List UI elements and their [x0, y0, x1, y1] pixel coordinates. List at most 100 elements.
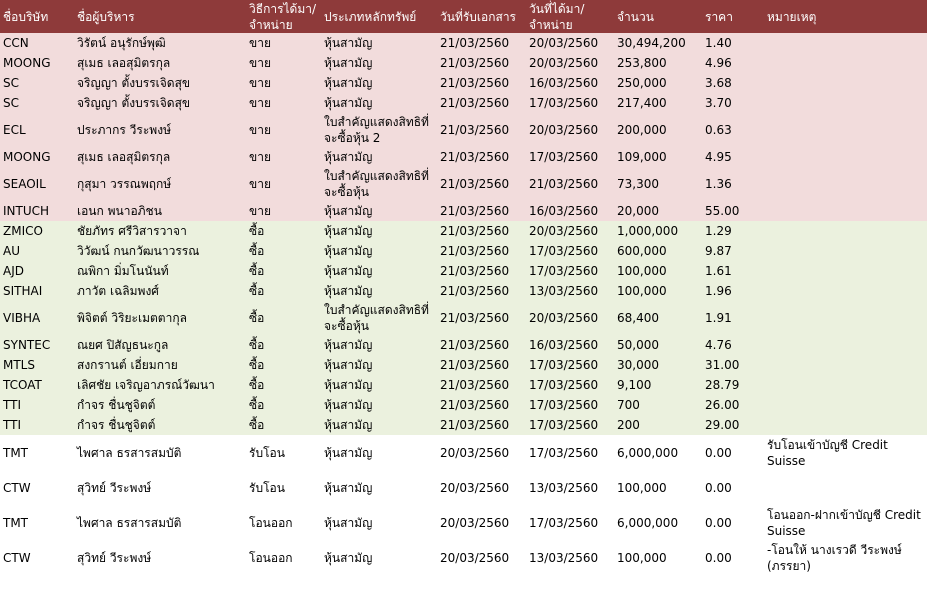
cell-received-date: 21/03/2560 — [437, 147, 526, 167]
cell-remark — [764, 167, 927, 201]
table-row: ZMICO ชัยภัทร ศรีวิสารวาจา ซื้อ หุ้นสามัญ 21… — [0, 221, 927, 241]
cell-method: ขาย — [246, 201, 321, 221]
table-row: TCOAT เลิศชัย เจริญอาภรณ์วัฒนา ซื้อ หุ้นสาม… — [0, 375, 927, 395]
cell-security-type: ใบสำคัญแสดงสิทธิที่จะซื้อหุ้น — [321, 167, 437, 201]
cell-remark — [764, 355, 927, 375]
cell-remark — [764, 261, 927, 281]
cell-method: ขาย — [246, 167, 321, 201]
cell-received-date: 21/03/2560 — [437, 241, 526, 261]
cell-remark — [764, 113, 927, 147]
cell-remark — [764, 33, 927, 53]
cell-method: ขาย — [246, 147, 321, 167]
cell-company: SC — [0, 73, 74, 93]
cell-method: ซื้อ — [246, 375, 321, 395]
cell-security-type: ใบสำคัญแสดงสิทธิที่จะซื้อหุ้น 2 — [321, 113, 437, 147]
cell-transaction-date: 17/03/2560 — [526, 261, 614, 281]
cell-amount: 9,100 — [614, 375, 702, 395]
cell-price: 55.00 — [702, 201, 764, 221]
cell-remark — [764, 301, 927, 335]
cell-company: CTW — [0, 470, 74, 505]
table-row: CTW สุวิทย์ วีระพงษ์ รับโอน หุ้นสามัญ 20/03/… — [0, 470, 927, 505]
header-transaction-date: วันที่ได้มา/ จำหน่าย — [526, 0, 614, 33]
cell-amount: 73,300 — [614, 167, 702, 201]
cell-price: 9.87 — [702, 241, 764, 261]
cell-method: ซื้อ — [246, 355, 321, 375]
table-row: MOONG สุเมธ เลอสุมิตรกุล ขาย หุ้นสามัญ 21/03… — [0, 147, 927, 167]
cell-transaction-date: 16/03/2560 — [526, 335, 614, 355]
cell-method: ซื้อ — [246, 335, 321, 355]
cell-company: AJD — [0, 261, 74, 281]
cell-transaction-date: 17/03/2560 — [526, 147, 614, 167]
cell-remark — [764, 415, 927, 435]
cell-security-type: หุ้นสามัญ — [321, 241, 437, 261]
cell-transaction-date: 20/03/2560 — [526, 301, 614, 335]
cell-transaction-date: 21/03/2560 — [526, 167, 614, 201]
cell-amount: 30,000 — [614, 355, 702, 375]
header-security-type: ประเภทหลักทรัพย์ — [321, 0, 437, 33]
cell-executive: สุเมธ เลอสุมิตรกุล — [74, 147, 246, 167]
cell-company: CCN — [0, 33, 74, 53]
cell-method: โอนออก — [246, 540, 321, 575]
cell-remark — [764, 147, 927, 167]
cell-price: 1.40 — [702, 33, 764, 53]
cell-received-date: 21/03/2560 — [437, 261, 526, 281]
cell-price: 28.79 — [702, 375, 764, 395]
cell-transaction-date: 17/03/2560 — [526, 395, 614, 415]
cell-security-type: หุ้นสามัญ — [321, 33, 437, 53]
cell-security-type: หุ้นสามัญ — [321, 415, 437, 435]
cell-company: TMT — [0, 505, 74, 540]
cell-remark — [764, 221, 927, 241]
cell-transaction-date: 16/03/2560 — [526, 201, 614, 221]
cell-received-date: 20/03/2560 — [437, 505, 526, 540]
table-row: CCN วิรัตน์ อนุรักษ์พุฒิ ขาย หุ้นสามัญ 21/03… — [0, 33, 927, 53]
cell-remark — [764, 281, 927, 301]
cell-company: MOONG — [0, 147, 74, 167]
header-executive: ชื่อผู้บริหาร — [74, 0, 246, 33]
cell-amount: 109,000 — [614, 147, 702, 167]
cell-security-type: หุ้นสามัญ — [321, 93, 437, 113]
cell-method: ขาย — [246, 33, 321, 53]
cell-amount: 200,000 — [614, 113, 702, 147]
cell-method: ซื้อ — [246, 301, 321, 335]
cell-method: ซื้อ — [246, 395, 321, 415]
cell-received-date: 21/03/2560 — [437, 53, 526, 73]
cell-price: 4.95 — [702, 147, 764, 167]
cell-amount: 250,000 — [614, 73, 702, 93]
table-row: SEAOIL กุสุมา วรรณพฤกษ์ ขาย ใบสำคัญแสดงสิทธ… — [0, 167, 927, 201]
cell-company: VIBHA — [0, 301, 74, 335]
cell-company: TCOAT — [0, 375, 74, 395]
cell-company: TTI — [0, 395, 74, 415]
cell-price: 29.00 — [702, 415, 764, 435]
cell-price: 3.68 — [702, 73, 764, 93]
table-row: MOONG สุเมธ เลอสุมิตรกุล ขาย หุ้นสามัญ 21/03… — [0, 53, 927, 73]
table-header-row: ชื่อบริษัท ชื่อผู้บริหาร วิธีการได้มา/ จ… — [0, 0, 927, 33]
cell-transaction-date: 16/03/2560 — [526, 73, 614, 93]
cell-executive: ภาวัต เฉลิมพงศ์ — [74, 281, 246, 301]
cell-executive: ไพศาล ธรสารสมบัติ — [74, 505, 246, 540]
cell-transaction-date: 17/03/2560 — [526, 93, 614, 113]
cell-executive: กำจร ชื่นชูจิตต์ — [74, 415, 246, 435]
cell-received-date: 21/03/2560 — [437, 33, 526, 53]
cell-security-type: หุ้นสามัญ — [321, 355, 437, 375]
table-row: SC จริญญา ตั้งบรรเจิดสุข ขาย หุ้นสามัญ 21/03… — [0, 93, 927, 113]
cell-executive: สงกรานต์ เอี่ยมกาย — [74, 355, 246, 375]
cell-amount: 100,000 — [614, 540, 702, 575]
table-row: SC จริญญา ตั้งบรรเจิดสุข ขาย หุ้นสามัญ 21/03… — [0, 73, 927, 93]
cell-transaction-date: 20/03/2560 — [526, 33, 614, 53]
cell-received-date: 21/03/2560 — [437, 395, 526, 415]
cell-price: 1.36 — [702, 167, 764, 201]
cell-remark: โอนออก-ฝากเข้าบัญชี Credit Suisse — [764, 505, 927, 540]
cell-method: โอนออก — [246, 505, 321, 540]
cell-security-type: หุ้นสามัญ — [321, 201, 437, 221]
cell-company: SC — [0, 93, 74, 113]
cell-received-date: 20/03/2560 — [437, 540, 526, 575]
cell-transaction-date: 17/03/2560 — [526, 241, 614, 261]
cell-amount: 100,000 — [614, 281, 702, 301]
cell-remark — [764, 93, 927, 113]
cell-company: SYNTEC — [0, 335, 74, 355]
cell-remark — [764, 375, 927, 395]
header-method: วิธีการได้มา/ จำหน่าย — [246, 0, 321, 33]
cell-price: 0.63 — [702, 113, 764, 147]
cell-executive: เอนก พนาอภิชน — [74, 201, 246, 221]
cell-transaction-date: 17/03/2560 — [526, 375, 614, 395]
